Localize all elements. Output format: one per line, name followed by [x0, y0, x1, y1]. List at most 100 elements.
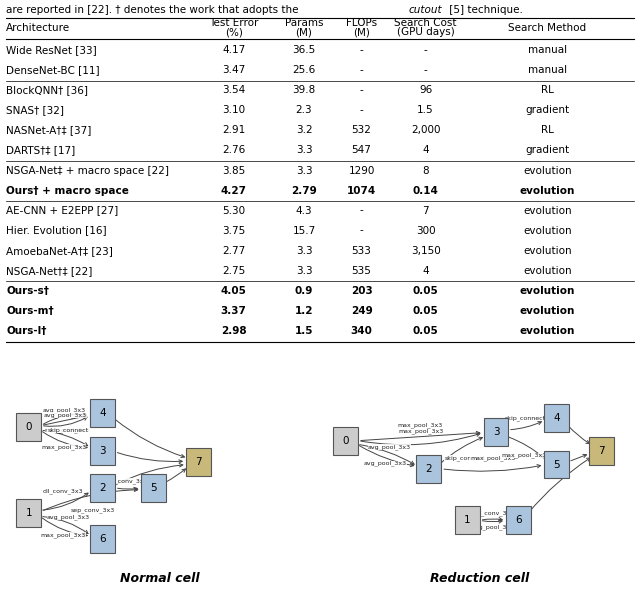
Text: NASNet-A†‡ [37]: NASNet-A†‡ [37]	[6, 125, 92, 135]
Text: (%): (%)	[225, 27, 243, 37]
Text: (M): (M)	[296, 27, 312, 37]
FancyArrowPatch shape	[483, 517, 502, 521]
Text: evolution: evolution	[520, 325, 575, 336]
FancyArrowPatch shape	[483, 520, 502, 523]
FancyArrowPatch shape	[118, 488, 138, 491]
Text: 4.05: 4.05	[221, 285, 246, 296]
Text: 39.8: 39.8	[292, 85, 316, 95]
FancyArrowPatch shape	[361, 433, 480, 445]
Text: Reduction cell: Reduction cell	[430, 572, 530, 585]
Text: (M): (M)	[353, 27, 370, 37]
FancyArrowPatch shape	[529, 458, 590, 513]
Text: manual: manual	[527, 45, 567, 55]
Text: DARTS†‡ [17]: DARTS†‡ [17]	[6, 145, 76, 156]
Text: 547: 547	[351, 145, 372, 156]
Text: 4.3: 4.3	[296, 206, 312, 216]
Text: 3: 3	[493, 427, 499, 437]
Text: 2.77: 2.77	[222, 246, 245, 256]
Text: evolution: evolution	[520, 285, 575, 296]
Text: Normal cell: Normal cell	[120, 572, 200, 585]
Text: sep_conv_3x3: sep_conv_3x3	[470, 511, 515, 516]
Text: FLOPs: FLOPs	[346, 17, 377, 27]
Text: 4: 4	[422, 266, 429, 275]
Text: 4.17: 4.17	[222, 45, 245, 55]
Text: 1: 1	[26, 508, 32, 519]
Text: (GPU days): (GPU days)	[397, 27, 454, 37]
Text: [5] technique.: [5] technique.	[446, 5, 523, 15]
Text: evolution: evolution	[523, 206, 572, 216]
FancyBboxPatch shape	[141, 474, 166, 502]
FancyArrowPatch shape	[166, 469, 186, 482]
Text: 2.76: 2.76	[222, 145, 245, 156]
Text: evolution: evolution	[520, 306, 575, 316]
Text: skip_connect: skip_connect	[444, 455, 486, 461]
Text: 36.5: 36.5	[292, 45, 316, 55]
Text: Ours-s†: Ours-s†	[6, 285, 49, 296]
FancyArrowPatch shape	[444, 465, 541, 471]
Text: 1074: 1074	[347, 185, 376, 195]
Text: gradient: gradient	[525, 145, 569, 156]
FancyArrowPatch shape	[43, 493, 88, 510]
Text: 0.05: 0.05	[413, 325, 438, 336]
Text: 3.10: 3.10	[222, 105, 245, 116]
FancyArrowPatch shape	[571, 454, 586, 461]
Text: 3: 3	[99, 446, 106, 455]
Text: 2.91: 2.91	[222, 125, 245, 135]
FancyBboxPatch shape	[90, 437, 115, 464]
Text: 3.3: 3.3	[296, 246, 312, 256]
Text: SNAS† [32]: SNAS† [32]	[6, 105, 65, 116]
Text: 1: 1	[464, 516, 470, 525]
Text: -: -	[360, 225, 364, 235]
Text: evolution: evolution	[523, 246, 572, 256]
Text: 7: 7	[195, 457, 202, 467]
Text: RL: RL	[541, 85, 554, 95]
Text: DenseNet-BC [11]: DenseNet-BC [11]	[6, 66, 100, 75]
Text: Ours-m†: Ours-m†	[6, 306, 54, 316]
Text: manual: manual	[527, 66, 567, 75]
Text: cutout: cutout	[408, 5, 442, 15]
Text: 0: 0	[26, 423, 32, 432]
Text: dil_conv_3x3: dil_conv_3x3	[108, 478, 148, 483]
FancyBboxPatch shape	[186, 448, 211, 476]
Text: 3.37: 3.37	[221, 306, 246, 316]
FancyArrowPatch shape	[511, 421, 541, 430]
Text: evolution: evolution	[523, 166, 572, 175]
FancyArrowPatch shape	[359, 446, 413, 467]
Text: Ours-l†: Ours-l†	[6, 325, 47, 336]
Text: max_pool_3x3: max_pool_3x3	[502, 453, 547, 458]
Text: 3,150: 3,150	[411, 246, 440, 256]
FancyArrowPatch shape	[44, 417, 87, 426]
Text: 3.54: 3.54	[222, 85, 245, 95]
FancyBboxPatch shape	[90, 474, 115, 502]
Text: 4: 4	[554, 413, 560, 423]
Text: 0.9: 0.9	[295, 285, 313, 296]
FancyArrowPatch shape	[44, 412, 86, 424]
FancyBboxPatch shape	[90, 399, 115, 427]
Text: -: -	[360, 105, 364, 116]
Text: evolution: evolution	[523, 266, 572, 275]
Text: 4.27: 4.27	[221, 185, 246, 195]
Text: max_pool_3x3: max_pool_3x3	[398, 429, 444, 434]
Text: 3.85: 3.85	[222, 166, 245, 175]
FancyBboxPatch shape	[544, 404, 570, 432]
Text: 3.2: 3.2	[296, 125, 312, 135]
Text: 340: 340	[351, 325, 372, 336]
Text: AE-CNN + E2EPP [27]: AE-CNN + E2EPP [27]	[6, 206, 118, 216]
Text: max_pool_3x3: max_pool_3x3	[470, 455, 515, 461]
FancyArrowPatch shape	[43, 517, 88, 533]
FancyBboxPatch shape	[17, 414, 41, 441]
FancyArrowPatch shape	[116, 464, 183, 484]
Text: 3.75: 3.75	[222, 225, 245, 235]
FancyArrowPatch shape	[44, 415, 86, 425]
Text: 7: 7	[422, 206, 429, 216]
Text: 0: 0	[342, 436, 349, 446]
Text: max_pool_3x3: max_pool_3x3	[397, 422, 443, 428]
Text: 4: 4	[422, 145, 429, 156]
Text: avg_pool_3x3: avg_pool_3x3	[44, 412, 87, 418]
Text: 8: 8	[422, 166, 429, 175]
FancyArrowPatch shape	[44, 488, 138, 510]
Text: evolution: evolution	[523, 225, 572, 235]
Text: 203: 203	[351, 285, 372, 296]
Text: 2.3: 2.3	[296, 105, 312, 116]
Text: 2,000: 2,000	[411, 125, 440, 135]
